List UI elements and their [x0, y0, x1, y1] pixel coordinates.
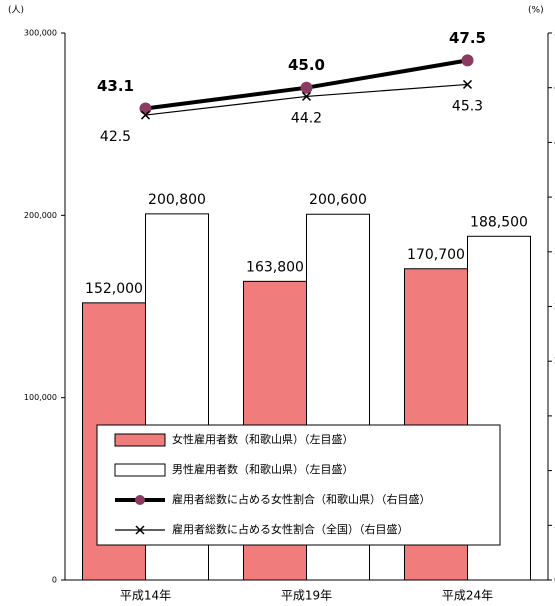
- y-axis-label: (人): [8, 5, 24, 16]
- y2-axis-label: (%): [528, 6, 544, 16]
- line-marker: [461, 54, 474, 67]
- line-marker: [300, 81, 313, 94]
- legend-label: 男性雇用者数（和歌山県）（左目盛）: [172, 462, 354, 476]
- legend-marker: [135, 525, 145, 535]
- y-tick-label: 100,000: [24, 393, 57, 402]
- x-tick-label: 平成24年: [442, 589, 493, 603]
- legend-swatch: [114, 463, 166, 477]
- y-tick-label: 200,000: [24, 211, 57, 220]
- line-value-label: 47.5: [449, 29, 486, 47]
- x-tick-label: 平成14年: [120, 589, 171, 603]
- legend-label: 女性雇用者数（和歌山県）（左目盛）: [172, 432, 354, 446]
- legend-label: 雇用者総数に占める女性割合（和歌山県）（右目盛）: [172, 492, 431, 506]
- bar-value-label: 152,000: [85, 281, 143, 297]
- legend-swatch: [114, 433, 166, 447]
- line-marker: [140, 110, 151, 120]
- line-marker: [139, 102, 152, 115]
- legend-marker: [135, 495, 145, 505]
- line-marker: [462, 79, 473, 89]
- y-tick-label: 300,000: [24, 29, 57, 38]
- line-marker: [301, 91, 312, 101]
- y-tick-label: 0: [52, 576, 57, 585]
- line-value-label: 42.5: [100, 129, 131, 145]
- bar-value-label: 170,700: [407, 247, 465, 263]
- bar-value-label: 163,800: [246, 259, 304, 275]
- line-value-label: 44.2: [291, 110, 322, 126]
- line-value-label: 45.3: [452, 98, 483, 114]
- bar-value-label: 200,600: [309, 192, 367, 208]
- bar-value-label: 200,800: [148, 192, 206, 208]
- legend-label: 雇用者総数に占める女性割合（全国）（右目盛）: [172, 522, 409, 536]
- bar-value-label: 188,500: [470, 214, 528, 230]
- line-value-label: 45.0: [288, 56, 325, 74]
- line-value-label: 43.1: [97, 77, 134, 95]
- x-tick-label: 平成19年: [281, 589, 332, 603]
